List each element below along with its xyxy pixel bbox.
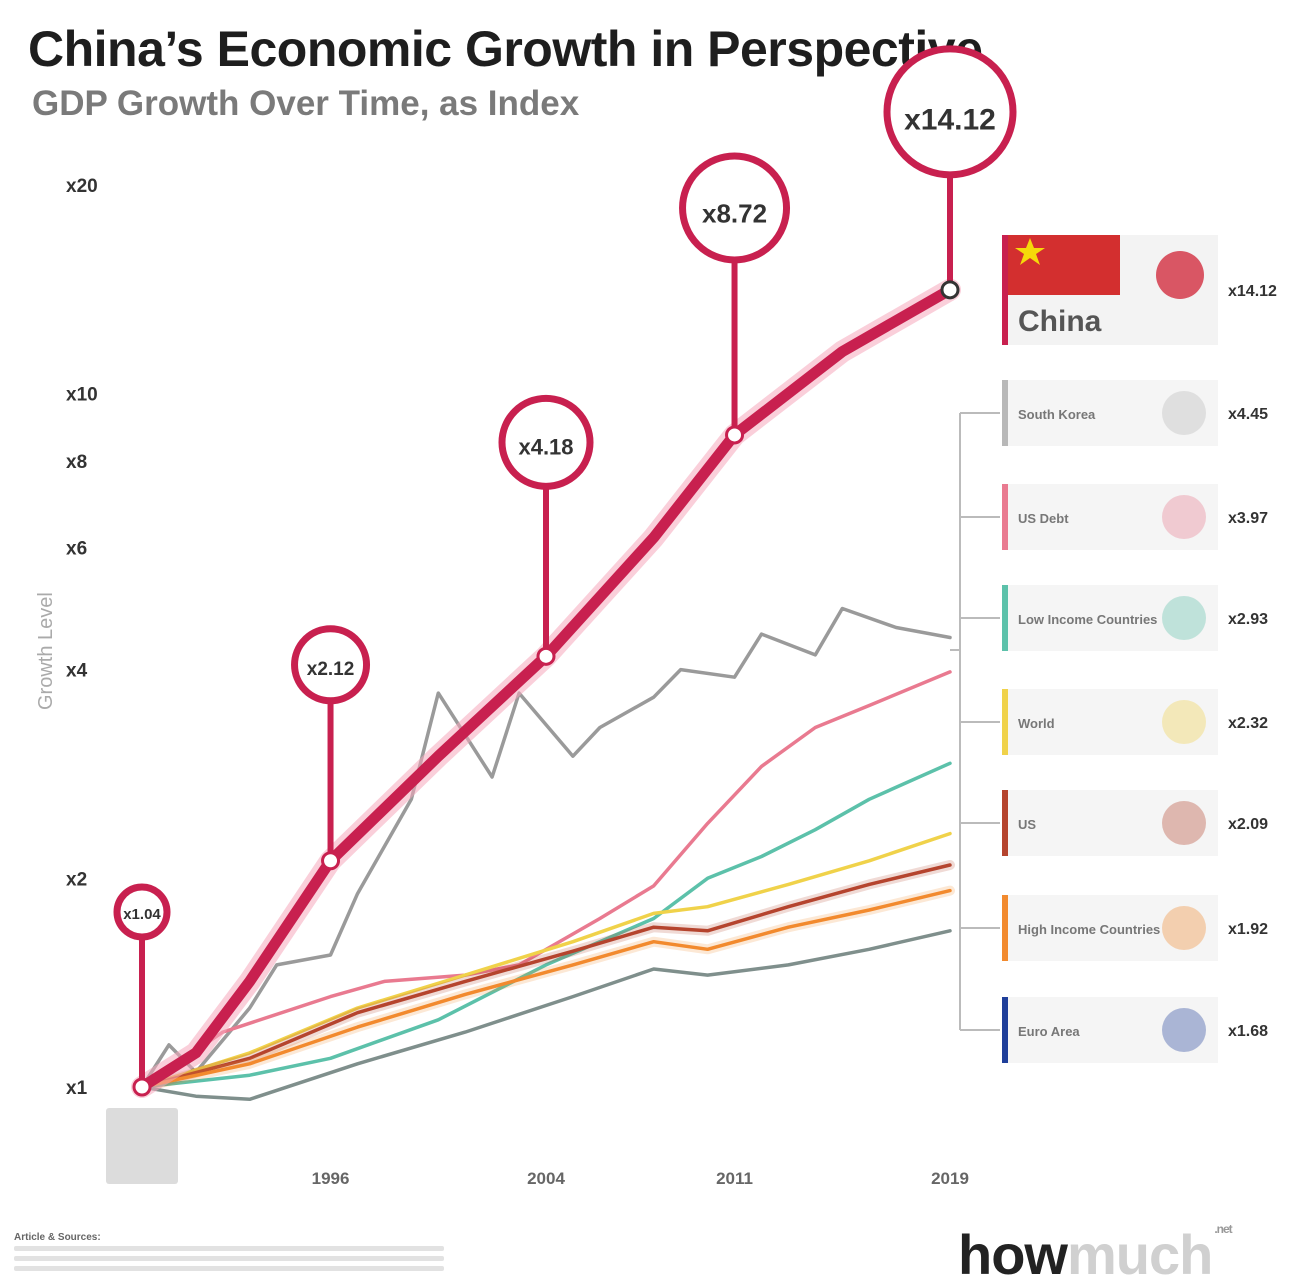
callout-bubble (883, 45, 1017, 179)
legend-card-high-income-countries (1002, 895, 1218, 961)
callout-label: x1.04 (123, 906, 161, 923)
callout-label: x2.12 (307, 659, 355, 680)
legend-value-south-korea: x4.45 (1228, 406, 1268, 423)
legend-name-south-korea: South Korea (1018, 407, 1096, 422)
legend-value-us-debt: x3.97 (1228, 510, 1268, 527)
brand-how: how (958, 1223, 1068, 1286)
y-tick-label: x20 (66, 176, 98, 197)
legend-value-euro-area: x1.68 (1228, 1023, 1268, 1040)
series-line-euro-area (140, 929, 952, 1102)
series-line-us (140, 863, 952, 1089)
series-line-us-debt (140, 670, 952, 1089)
legend-icon-world (1162, 700, 1206, 744)
callout-bubble (291, 625, 371, 705)
legend-icon-low-income-countries (1162, 596, 1206, 640)
legend-name-us: US (1018, 817, 1036, 832)
series-line-china (136, 284, 956, 1093)
legend-value-us: x2.09 (1228, 816, 1268, 833)
brand-net: .net (1214, 1222, 1232, 1236)
y-tick-label: x6 (66, 539, 87, 560)
legend-value-world: x2.32 (1228, 715, 1268, 732)
callout-label: x8.72 (702, 199, 767, 229)
legend-card-us (1002, 790, 1218, 856)
legend-icon-us-debt (1162, 495, 1206, 539)
legend-icon-high-income-countries (1162, 906, 1206, 950)
footer-source-label: Article & Sources: (14, 1232, 101, 1243)
callout-bubble (113, 883, 171, 941)
legend-name-us-debt: US Debt (1018, 511, 1069, 526)
y-tick-label: x1 (66, 1078, 88, 1099)
chart-title: China’s Economic Growth in Perspective (28, 21, 983, 77)
legend-colorbar-south-korea (1002, 380, 1008, 446)
legend-colorbar-us-debt (1002, 484, 1008, 550)
start-year-box (106, 1108, 178, 1184)
legend-name-low-income-countries: Low Income Countries (1018, 612, 1157, 627)
callout-point (536, 646, 556, 666)
legend-value-china: x14.12 (1228, 283, 1277, 300)
legend-colorbar-high-income-countries (1002, 895, 1008, 961)
y-tick-label: x8 (66, 452, 87, 473)
legend-colorbar-us (1002, 790, 1008, 856)
series-line-south-korea (140, 606, 952, 1089)
legend-card-us-debt (1002, 484, 1218, 550)
footer-source-lines (14, 1246, 444, 1276)
series-line-world (140, 831, 952, 1089)
x-tick-label: 2004 (527, 1169, 565, 1188)
china-map-icon (1156, 251, 1204, 299)
china-flag (1008, 235, 1120, 295)
legend-colorbar-euro-area (1002, 997, 1008, 1063)
legend-icon-south-korea (1162, 391, 1206, 435)
y-tick-label: x10 (66, 385, 98, 406)
legend-name-china: China (1018, 305, 1102, 338)
callout-point (725, 425, 745, 445)
y-tick-label: x2 (66, 869, 87, 890)
chart-subtitle: GDP Growth Over Time, as Index (32, 84, 580, 123)
callout-bubble (498, 394, 594, 490)
callout-point (940, 280, 960, 300)
series-line-high-income-countries (140, 888, 952, 1089)
legend-colorbar-low-income-countries (1002, 585, 1008, 651)
legend-card-low-income-countries (1002, 585, 1218, 651)
legend-icon-euro-area (1162, 1008, 1206, 1052)
callout-label: x14.12 (904, 103, 996, 136)
callout-bubble (679, 152, 791, 264)
callout-point (132, 1077, 152, 1097)
brand-logo: howmuch .net (958, 1222, 1233, 1287)
legend-colorbar-china (1002, 235, 1008, 345)
legend-card-world (1002, 689, 1218, 755)
brand-much: much (1066, 1223, 1213, 1286)
legend-name-high-income-countries: High Income Countries (1018, 922, 1160, 937)
y-tick-label: x4 (66, 661, 88, 682)
x-tick-label: 2011 (716, 1169, 753, 1188)
x-tick-label: 1996 (312, 1169, 350, 1188)
legend-icon-us (1162, 801, 1206, 845)
legend-colorbar-world (1002, 689, 1008, 755)
callout-label: x4.18 (518, 435, 573, 460)
legend-card-euro-area (1002, 997, 1218, 1063)
legend-card-south-korea (1002, 380, 1218, 446)
legend-value-high-income-countries: x1.92 (1228, 921, 1268, 938)
legend-value-low-income-countries: x2.93 (1228, 611, 1268, 628)
legend-name-euro-area: Euro Area (1018, 1024, 1080, 1039)
x-tick-label: 2019 (931, 1169, 969, 1188)
y-axis-title: Growth Level (35, 592, 57, 710)
china-flag-star (1015, 238, 1045, 265)
callout-point (321, 851, 341, 871)
series-line-low-income-countries (140, 761, 952, 1089)
legend-name-world: World (1018, 716, 1055, 731)
